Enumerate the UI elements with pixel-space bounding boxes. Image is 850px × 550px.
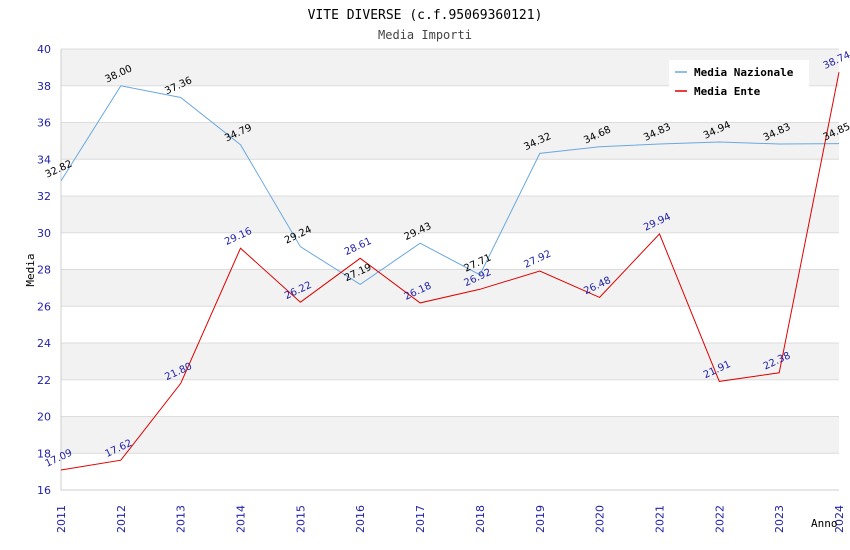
chart-title: VITE DIVERSE (c.f.95069360121) bbox=[308, 8, 543, 23]
grid-bands bbox=[61, 49, 839, 454]
series-line-ente bbox=[60, 72, 840, 471]
data-label: 28.61 bbox=[343, 236, 374, 258]
y-tick-label: 30 bbox=[37, 227, 51, 240]
grid-band bbox=[61, 196, 839, 233]
y-tick-label: 26 bbox=[37, 300, 51, 313]
y-axis-label: Media bbox=[24, 253, 37, 286]
legend-label: Media Ente bbox=[694, 85, 761, 98]
y-tick-label: 28 bbox=[37, 264, 51, 277]
y-tick-label: 36 bbox=[37, 117, 51, 130]
chart-subtitle: Media Importi bbox=[378, 28, 472, 42]
legend: Media Nazionale Media Ente bbox=[669, 60, 809, 102]
y-tick-label: 22 bbox=[37, 374, 51, 387]
y-tick-label: 32 bbox=[37, 190, 51, 203]
y-tick-label: 18 bbox=[37, 447, 51, 460]
y-tick-label: 34 bbox=[37, 153, 51, 166]
axes bbox=[60, 49, 839, 491]
legend-label: Media Nazionale bbox=[694, 66, 794, 79]
x-tick-label: 2024 bbox=[833, 505, 846, 533]
y-tick-label: 24 bbox=[37, 337, 51, 350]
grid-lines bbox=[61, 48, 839, 491]
x-tick-label: 2017 bbox=[414, 505, 427, 533]
y-tick-label: 38 bbox=[37, 80, 51, 93]
x-tick-label: 2014 bbox=[235, 505, 248, 533]
data-labels: 32.8238.0037.3634.7929.2427.1929.4327.71… bbox=[44, 50, 850, 470]
x-tick-label: 2022 bbox=[713, 505, 726, 533]
x-tick-label: 2012 bbox=[115, 505, 128, 533]
y-tick-label: 40 bbox=[37, 43, 51, 56]
grid-band bbox=[61, 122, 839, 160]
x-tick-label: 2015 bbox=[294, 505, 307, 533]
data-label: 27.92 bbox=[522, 249, 553, 271]
x-tick-label: 2020 bbox=[594, 505, 607, 533]
x-axis-ticks: 2011 2012 2013 2014 2015 2016 2017 2018 2019 2020… bbox=[55, 505, 846, 533]
grid-band bbox=[61, 416, 839, 454]
grid-band bbox=[61, 269, 839, 307]
x-tick-label: 2016 bbox=[354, 505, 367, 533]
legend-box bbox=[669, 60, 809, 102]
x-tick-label: 2013 bbox=[175, 505, 188, 533]
x-tick-label: 2019 bbox=[534, 505, 547, 533]
x-tick-label: 2023 bbox=[773, 505, 786, 533]
y-tick-label: 16 bbox=[37, 484, 51, 497]
series-line-nazionale bbox=[60, 85, 840, 285]
series-lines bbox=[60, 72, 840, 471]
x-tick-label: 2021 bbox=[653, 505, 666, 533]
x-axis-label: Anno bbox=[811, 517, 838, 530]
x-tick-label: 2011 bbox=[55, 505, 68, 533]
y-tick-label: 20 bbox=[37, 411, 51, 424]
y-axis-ticks: 16 18 20 22 24 26 28 30 32 34 36 38 40 bbox=[37, 43, 51, 497]
x-tick-label: 2018 bbox=[474, 505, 487, 533]
